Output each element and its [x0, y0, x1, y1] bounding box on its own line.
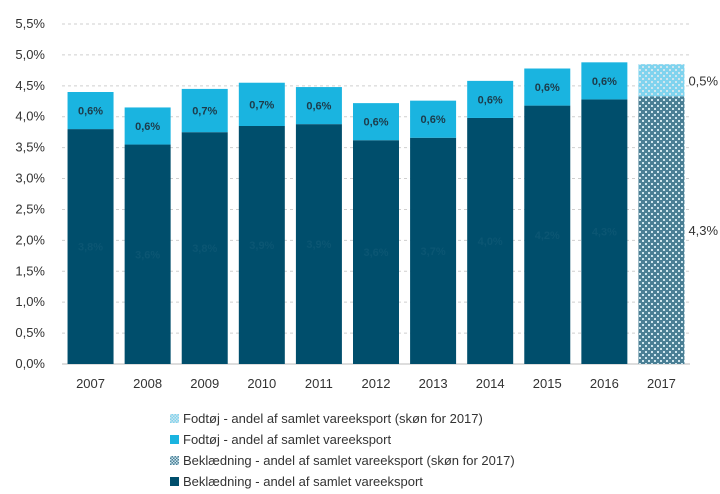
- y-tick-label: 0,5%: [15, 325, 45, 340]
- legend-swatch: [170, 477, 179, 486]
- legend-item: Beklædning - andel af samlet vareeksport…: [170, 450, 515, 471]
- bar-segment: [124, 144, 171, 364]
- x-tick-label: 2012: [362, 376, 391, 391]
- bar-segment: [124, 107, 171, 145]
- data-label: 4,3%: [688, 223, 718, 238]
- data-label: 0,6%: [592, 76, 617, 88]
- y-tick-label: 5,5%: [15, 16, 45, 31]
- data-label: 4,0%: [478, 236, 503, 248]
- legend-label: Beklædning - andel af samlet vareeksport…: [183, 453, 515, 468]
- data-label: 0,6%: [78, 106, 103, 118]
- data-label: 0,6%: [306, 101, 331, 113]
- bar-segment: [353, 103, 399, 141]
- bar-segment: [295, 124, 342, 365]
- data-label: 0,6%: [421, 114, 446, 126]
- data-label: 0,6%: [478, 94, 503, 106]
- data-label: 3,7%: [421, 246, 446, 258]
- legend: Fodtøj - andel af samlet vareeksport (sk…: [170, 408, 515, 492]
- bar-segment: [410, 137, 457, 364]
- x-tick-label: 2008: [133, 376, 162, 391]
- bar-segment: [67, 92, 114, 130]
- bar-segment: [410, 100, 457, 138]
- bar-segment: [181, 88, 228, 133]
- y-tick-label: 4,0%: [15, 109, 45, 124]
- data-label: 4,3%: [592, 227, 617, 239]
- x-tick-label: 2011: [305, 376, 333, 391]
- legend-item: Fodtøj - andel af samlet vareeksport: [170, 429, 515, 450]
- chart-plot: 0,0% 0,5% 1,0% 1,5% 2,0% 2,5% 3,0% 3,5% 4,0% 4,5%…: [15, 16, 718, 391]
- data-label: 4,2%: [535, 230, 560, 242]
- bar-segment: [581, 62, 628, 100]
- data-label: 0,7%: [192, 106, 217, 118]
- x-tick-label: 2010: [247, 376, 276, 391]
- bar-segment: [524, 105, 571, 364]
- bar-segment: [67, 129, 114, 364]
- bar-segment: [638, 96, 685, 364]
- legend-swatch: [170, 435, 179, 444]
- data-label: 3,6%: [135, 249, 160, 261]
- bar-segment: [238, 82, 285, 126]
- y-tick-label: 2,5%: [15, 201, 45, 216]
- x-tick-label: 2007: [76, 376, 105, 391]
- bar-segment: [467, 80, 514, 118]
- data-label: 0,6%: [363, 117, 388, 129]
- y-tick-label: 0,0%: [15, 356, 45, 371]
- x-tick-label: 2017: [647, 376, 676, 391]
- bar-segment: [638, 64, 685, 97]
- data-label: 3,9%: [306, 239, 331, 251]
- data-label: 0,6%: [135, 121, 160, 133]
- y-tick-label: 4,5%: [15, 78, 45, 93]
- y-tick-label: 1,0%: [15, 294, 45, 309]
- data-label: 3,8%: [192, 243, 217, 255]
- y-tick-label: 2,0%: [15, 232, 45, 247]
- legend-item: Fodtøj - andel af samlet vareeksport (sk…: [170, 408, 515, 429]
- bar-segment: [467, 117, 514, 364]
- x-tick-label: 2014: [476, 376, 505, 391]
- data-label: 0,6%: [535, 82, 560, 94]
- bar-segment: [353, 140, 399, 364]
- legend-label: Beklædning - andel af samlet vareeksport: [183, 474, 423, 489]
- x-tick-label: 2009: [190, 376, 219, 391]
- legend-swatch: [170, 456, 179, 465]
- y-tick-label: 5,0%: [15, 47, 45, 62]
- data-label: 3,6%: [363, 247, 388, 259]
- legend-item: Beklædning - andel af samlet vareeksport: [170, 471, 515, 492]
- bar-segment: [181, 132, 228, 364]
- legend-label: Fodtøj - andel af samlet vareeksport: [183, 432, 392, 447]
- data-label: 0,7%: [249, 99, 274, 111]
- y-tick-label: 1,5%: [15, 263, 45, 278]
- y-tick-label: 3,0%: [15, 171, 45, 186]
- bar-segment: [238, 126, 285, 364]
- x-tick-label: 2016: [590, 376, 619, 391]
- bar-segment: [295, 87, 342, 125]
- data-label: 3,9%: [249, 240, 274, 252]
- legend-label: Fodtøj - andel af samlet vareeksport (sk…: [183, 411, 483, 426]
- x-tick-label: 2015: [533, 376, 562, 391]
- x-tick-label: 2013: [419, 376, 448, 391]
- bar-segment: [581, 99, 628, 364]
- data-label: 0,5%: [688, 73, 718, 88]
- legend-swatch: [170, 414, 179, 423]
- bar-segment: [524, 68, 571, 106]
- data-label: 3,8%: [78, 242, 103, 254]
- y-tick-label: 3,5%: [15, 140, 45, 155]
